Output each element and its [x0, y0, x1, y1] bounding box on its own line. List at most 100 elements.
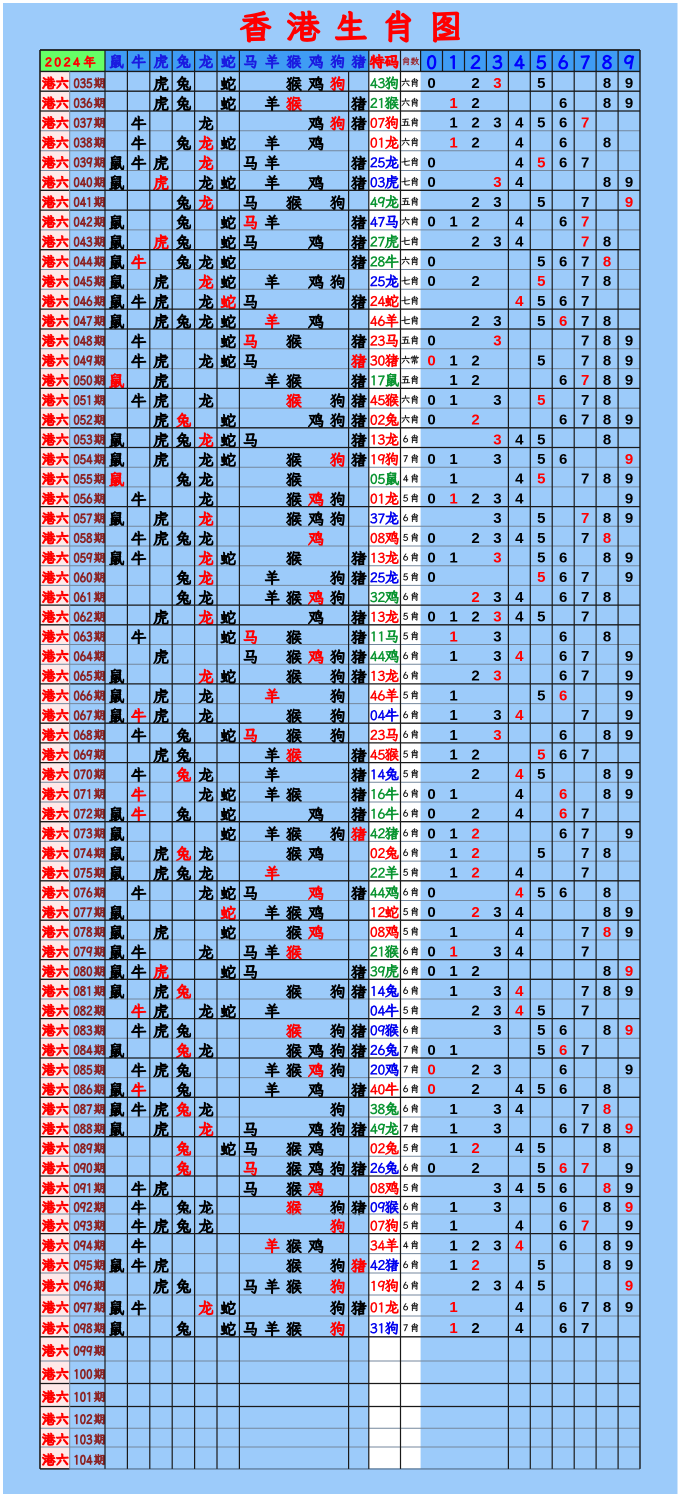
- svg-text:6: 6: [559, 1062, 567, 1079]
- svg-text:3: 3: [493, 510, 501, 527]
- svg-text:6: 6: [559, 747, 567, 764]
- svg-text:1: 1: [449, 707, 457, 724]
- svg-text:7: 7: [581, 1003, 589, 1020]
- svg-text:0: 0: [427, 825, 435, 842]
- svg-text:6: 6: [559, 154, 567, 171]
- svg-text:6: 6: [559, 372, 567, 389]
- svg-text:9: 9: [625, 1022, 633, 1039]
- svg-text:4: 4: [515, 1299, 524, 1316]
- svg-text:6: 6: [559, 1180, 567, 1197]
- svg-text:4: 4: [515, 431, 524, 448]
- svg-text:8: 8: [603, 431, 611, 448]
- svg-text:9: 9: [625, 194, 633, 211]
- svg-text:9: 9: [625, 451, 633, 468]
- svg-text:7: 7: [581, 806, 589, 823]
- svg-text:1: 1: [449, 1140, 457, 1157]
- svg-text:5: 5: [537, 747, 545, 764]
- svg-text:5: 5: [537, 1278, 545, 1295]
- svg-text:9: 9: [625, 786, 633, 803]
- svg-text:5: 5: [537, 1140, 545, 1157]
- svg-text:4: 4: [515, 806, 524, 823]
- svg-text:3: 3: [493, 904, 501, 921]
- svg-text:1: 1: [449, 1320, 457, 1337]
- svg-text:2: 2: [471, 1160, 479, 1177]
- svg-text:6: 6: [559, 1160, 567, 1177]
- svg-text:4: 4: [515, 648, 524, 665]
- svg-text:1: 1: [449, 983, 457, 1000]
- svg-text:3: 3: [493, 1278, 501, 1295]
- svg-text:8: 8: [603, 75, 611, 92]
- svg-text:3: 3: [493, 530, 501, 547]
- svg-text:4: 4: [515, 115, 524, 132]
- svg-text:4: 4: [515, 293, 524, 310]
- svg-text:8: 8: [603, 273, 611, 290]
- svg-text:5: 5: [537, 154, 545, 171]
- svg-text:9: 9: [625, 1299, 633, 1316]
- svg-text:7: 7: [581, 1218, 589, 1235]
- svg-text:3: 3: [493, 983, 501, 1000]
- svg-text:8: 8: [603, 983, 611, 1000]
- svg-text:5: 5: [537, 609, 545, 626]
- svg-text:0: 0: [427, 451, 435, 468]
- svg-text:3: 3: [493, 609, 501, 626]
- svg-text:6: 6: [559, 1121, 567, 1138]
- svg-text:5: 5: [537, 1042, 545, 1059]
- svg-text:0: 0: [427, 530, 435, 547]
- svg-text:4: 4: [515, 1140, 524, 1157]
- svg-text:2: 2: [471, 1320, 479, 1337]
- svg-text:4: 4: [515, 884, 524, 901]
- svg-text:9: 9: [625, 924, 633, 941]
- svg-text:2: 2: [471, 747, 479, 764]
- svg-text:7: 7: [581, 1121, 589, 1138]
- svg-text:0: 0: [427, 273, 435, 290]
- svg-text:4: 4: [515, 609, 524, 626]
- svg-text:5: 5: [537, 766, 545, 783]
- svg-text:1: 1: [449, 392, 457, 409]
- svg-text:4: 4: [515, 766, 524, 783]
- svg-text:4: 4: [515, 589, 524, 606]
- svg-text:1: 1: [449, 628, 457, 645]
- svg-text:4: 4: [515, 1237, 524, 1254]
- svg-text:1: 1: [449, 1237, 457, 1254]
- svg-text:6: 6: [559, 451, 567, 468]
- svg-text:2: 2: [471, 75, 479, 92]
- svg-text:7: 7: [581, 983, 589, 1000]
- svg-text:5: 5: [537, 115, 545, 132]
- svg-text:5: 5: [537, 431, 545, 448]
- svg-text:2: 2: [471, 1257, 479, 1274]
- svg-text:4: 4: [515, 1218, 524, 1235]
- svg-text:8: 8: [603, 1180, 611, 1197]
- svg-text:9: 9: [625, 490, 633, 507]
- svg-text:2: 2: [471, 865, 479, 882]
- svg-text:7: 7: [581, 352, 589, 369]
- svg-text:6: 6: [559, 1218, 567, 1235]
- svg-text:4: 4: [515, 530, 524, 547]
- svg-text:9: 9: [625, 1218, 633, 1235]
- svg-text:9: 9: [625, 904, 633, 921]
- svg-text:2: 2: [471, 134, 479, 151]
- svg-text:5: 5: [537, 569, 545, 586]
- svg-text:7: 7: [581, 194, 589, 211]
- svg-text:9: 9: [625, 333, 633, 350]
- svg-text:3: 3: [493, 1003, 501, 1020]
- svg-text:8: 8: [603, 1081, 611, 1098]
- svg-text:8: 8: [603, 95, 611, 112]
- svg-text:0: 0: [427, 333, 435, 350]
- svg-text:1: 1: [449, 648, 457, 665]
- svg-text:6: 6: [559, 115, 567, 132]
- svg-text:3: 3: [493, 174, 501, 191]
- svg-text:9: 9: [625, 707, 633, 724]
- svg-text:8: 8: [603, 530, 611, 547]
- svg-text:5: 5: [537, 273, 545, 290]
- svg-text:4: 4: [515, 983, 524, 1000]
- svg-text:2: 2: [471, 1278, 479, 1295]
- svg-text:0: 0: [427, 352, 435, 369]
- svg-text:0: 0: [427, 174, 435, 191]
- svg-text:4: 4: [515, 786, 524, 803]
- svg-text:0: 0: [427, 412, 435, 429]
- svg-text:5: 5: [537, 313, 545, 330]
- svg-text:2: 2: [471, 352, 479, 369]
- svg-text:1: 1: [449, 490, 457, 507]
- svg-text:0: 0: [427, 786, 435, 803]
- svg-text:1: 1: [449, 944, 457, 961]
